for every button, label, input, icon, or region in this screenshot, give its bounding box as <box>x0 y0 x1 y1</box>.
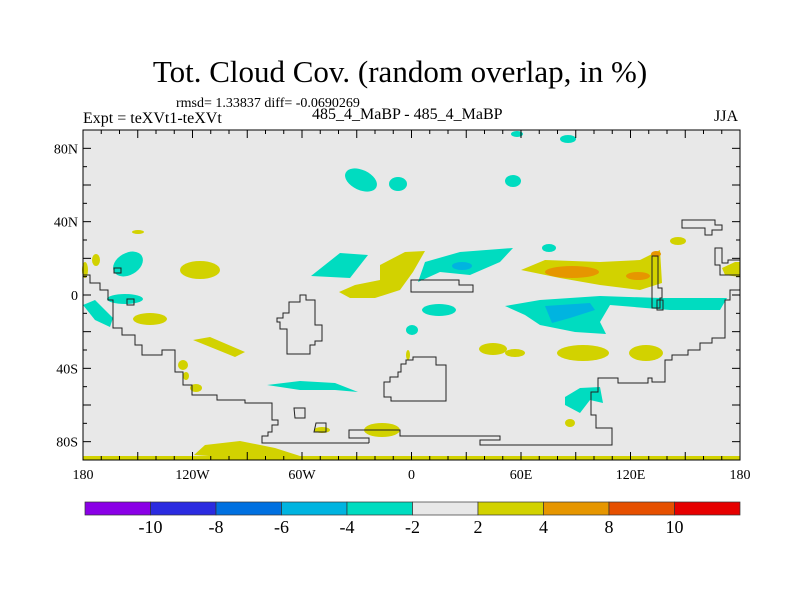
colorbar-label: 10 <box>666 517 684 537</box>
coastlines <box>83 219 741 446</box>
colorbar-label: -2 <box>405 517 420 537</box>
x-tick-label: 120E <box>616 468 646 483</box>
x-tick-label: 120W <box>175 468 210 483</box>
contour-fill <box>545 266 599 278</box>
colorbar-label: 8 <box>605 517 614 537</box>
contour-fill <box>406 325 418 335</box>
coastline <box>293 407 306 419</box>
colorbar-label: -6 <box>274 517 289 537</box>
contour-fill <box>557 345 609 361</box>
coastline <box>348 289 740 446</box>
contour-fill <box>479 343 507 355</box>
contour-fill <box>193 337 245 357</box>
colorbar: -10 -8 -6 -4 -2 2 4 8 10 <box>84 501 741 537</box>
colorbar-box <box>281 501 348 516</box>
colorbar-box <box>84 501 151 516</box>
colorbar-label: 2 <box>474 517 483 537</box>
x-tick-label: 60E <box>510 468 533 483</box>
contour-fill <box>422 304 456 316</box>
contour-fill <box>190 384 202 392</box>
contour-fill <box>107 294 143 304</box>
season-label: JJA <box>714 108 739 125</box>
y-tick-label: 80S <box>56 436 78 451</box>
colorbar-box <box>608 501 675 516</box>
contour-fill <box>545 303 595 323</box>
colorbar-label: -10 <box>139 517 163 537</box>
colorbar-box <box>346 501 413 516</box>
y-tick-label: 40S <box>56 362 78 377</box>
colorbar-box <box>215 501 282 516</box>
colorbar-box <box>674 501 741 516</box>
x-tick-label: 60W <box>288 468 316 483</box>
contour-fill <box>180 261 220 279</box>
coastline <box>681 219 723 236</box>
contour-fill <box>406 350 410 360</box>
coastline <box>276 294 323 355</box>
coastline <box>313 422 327 433</box>
experiment-label: Expt = teXVt1-teXVt <box>83 110 222 127</box>
coastline <box>126 298 135 306</box>
x-tick-label: 180 <box>73 468 94 483</box>
coastline <box>83 274 369 444</box>
colorbar-box <box>412 501 479 516</box>
contour-fill <box>505 175 521 187</box>
contour-fill <box>565 419 575 427</box>
coastline <box>410 279 474 293</box>
contour-fill <box>194 441 300 458</box>
colorbar-box <box>477 501 544 516</box>
coastline <box>113 267 122 274</box>
axis-ticks: 180 120W 60W 0 60E 120E 180 80N 40N 0 40S 80S <box>54 129 751 483</box>
contour-fill <box>511 131 523 137</box>
contour-fill <box>389 177 407 191</box>
colorbar-box <box>150 501 217 516</box>
contour-fill <box>505 349 525 357</box>
contour-fill <box>339 251 425 298</box>
contour-fill <box>92 254 100 266</box>
coastline <box>656 299 664 311</box>
contour-fill <box>311 253 368 278</box>
stats-label: rmsd= 1.33837 diff= -0.0690269 <box>176 96 360 111</box>
case-label: 485_4_MaBP - 485_4_MaBP <box>312 106 503 123</box>
contour-fill <box>629 345 663 361</box>
contour-fill <box>452 262 472 270</box>
contour-fill <box>83 300 113 327</box>
colorbar-label: -8 <box>209 517 224 537</box>
contour-fill <box>542 244 556 252</box>
contour-fill <box>178 360 188 370</box>
contour-fill <box>132 230 144 234</box>
map-background <box>83 130 740 460</box>
contour-fill <box>560 135 576 143</box>
contour-fill <box>183 372 189 380</box>
coastline <box>383 356 447 402</box>
contour-fill <box>345 168 377 192</box>
y-tick-label: 0 <box>71 289 78 304</box>
y-tick-label: 80N <box>54 142 78 157</box>
chart-title: Tot. Cloud Cov. (random overlap, in %) <box>152 54 648 89</box>
contour-fill <box>626 272 650 280</box>
coastline <box>651 255 663 309</box>
y-tick-label: 40N <box>54 216 78 231</box>
contour-fill <box>267 381 358 392</box>
colorbar-box <box>543 501 610 516</box>
colorbar-label: -4 <box>340 517 355 537</box>
x-tick-label: 0 <box>408 468 415 483</box>
contour-fill <box>670 237 686 245</box>
x-tick-label: 180 <box>730 468 751 483</box>
colorbar-label: 4 <box>539 517 548 537</box>
contour-fill <box>133 313 167 325</box>
contour-fill <box>722 262 740 277</box>
contour-fill <box>565 387 603 413</box>
